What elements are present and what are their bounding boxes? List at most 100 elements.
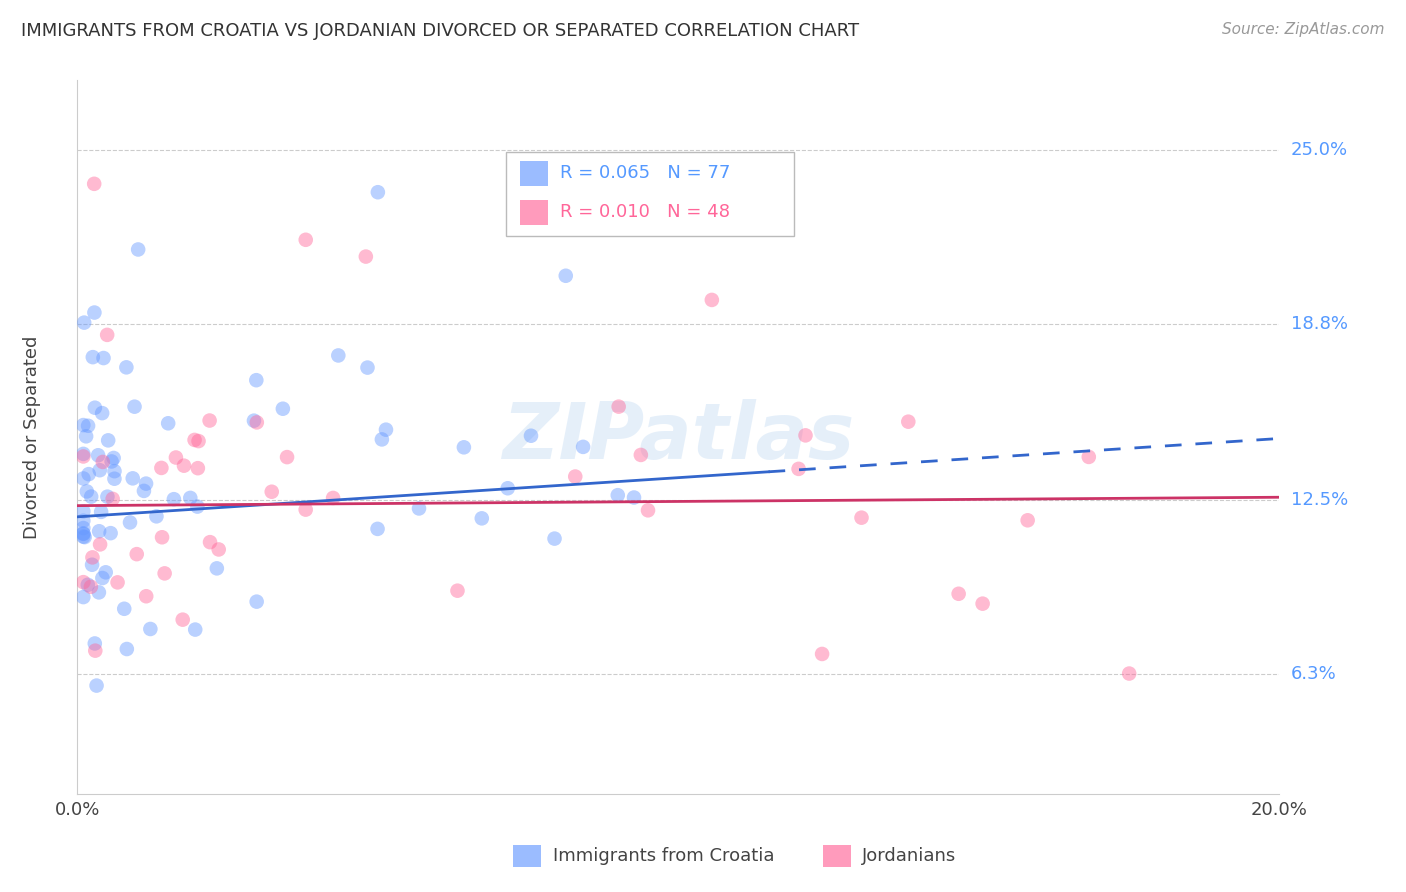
Point — [471, 511, 494, 525]
Point — [100, 454, 122, 468]
Text: 25.0%: 25.0% — [1291, 141, 1348, 160]
Point — [260, 484, 283, 499]
Point — [72, 575, 94, 590]
Point — [96, 327, 118, 342]
Point — [94, 566, 117, 580]
Point — [811, 647, 834, 661]
Text: R = 0.065   N = 77: R = 0.065 N = 77 — [560, 164, 730, 182]
Point — [183, 433, 205, 447]
Point — [87, 524, 110, 539]
Point — [375, 423, 398, 437]
Point — [356, 360, 378, 375]
Point — [564, 469, 586, 483]
Point — [367, 522, 389, 536]
Point — [72, 590, 94, 604]
Point — [630, 448, 652, 462]
Point — [72, 514, 94, 528]
Point — [97, 434, 120, 448]
Text: 6.3%: 6.3% — [1291, 665, 1336, 682]
Point — [83, 177, 105, 191]
Point — [851, 510, 873, 524]
Point — [101, 491, 124, 506]
Point — [124, 400, 146, 414]
Point — [82, 350, 104, 364]
Point — [328, 348, 350, 362]
Point — [163, 492, 186, 507]
Point — [157, 417, 180, 431]
Point — [76, 484, 98, 499]
Point — [520, 428, 543, 442]
Point — [73, 316, 96, 330]
Point — [172, 613, 194, 627]
Point — [132, 483, 155, 498]
Point — [75, 429, 97, 443]
Point — [371, 433, 394, 447]
Point — [572, 440, 595, 454]
Point — [208, 542, 231, 557]
Text: Immigrants from Croatia: Immigrants from Croatia — [553, 847, 775, 865]
Point — [948, 587, 970, 601]
Point — [83, 401, 105, 415]
Point — [607, 400, 630, 414]
Point — [72, 471, 94, 485]
Point — [245, 373, 267, 387]
Point — [73, 530, 96, 544]
Point — [408, 501, 430, 516]
Point — [972, 597, 994, 611]
Point — [198, 413, 221, 427]
Point — [794, 428, 817, 442]
Point — [354, 250, 377, 264]
Point — [80, 558, 103, 572]
Point — [112, 601, 135, 615]
Point — [153, 566, 176, 581]
Point — [198, 535, 221, 549]
Point — [271, 401, 294, 416]
Point — [72, 526, 94, 541]
Point — [91, 406, 114, 420]
Point — [184, 623, 207, 637]
Point — [89, 537, 111, 551]
Point — [606, 488, 628, 502]
Point — [700, 293, 723, 307]
Point — [72, 521, 94, 535]
Point — [93, 351, 115, 365]
Point — [100, 526, 122, 541]
Point — [72, 530, 94, 544]
Point — [80, 580, 103, 594]
Point — [150, 461, 173, 475]
Text: 12.5%: 12.5% — [1291, 491, 1348, 509]
Point — [90, 505, 112, 519]
Point — [1118, 666, 1140, 681]
Point — [72, 526, 94, 541]
Point — [135, 589, 157, 603]
Point — [897, 415, 920, 429]
Text: 18.8%: 18.8% — [1291, 315, 1347, 333]
Point — [187, 461, 209, 475]
Point — [127, 243, 149, 257]
Point — [80, 490, 103, 504]
Point — [89, 463, 111, 477]
Point — [367, 185, 389, 199]
Point — [496, 481, 519, 495]
Point — [103, 450, 125, 465]
Text: R = 0.010   N = 48: R = 0.010 N = 48 — [560, 203, 730, 221]
Text: Jordanians: Jordanians — [862, 847, 956, 865]
Point — [135, 476, 157, 491]
Point — [86, 679, 108, 693]
Point — [82, 550, 104, 565]
Point — [115, 642, 138, 657]
Point — [115, 360, 138, 375]
Point — [84, 643, 107, 657]
Text: ZIPatlas: ZIPatlas — [502, 399, 855, 475]
Text: IMMIGRANTS FROM CROATIA VS JORDANIAN DIVORCED OR SEPARATED CORRELATION CHART: IMMIGRANTS FROM CROATIA VS JORDANIAN DIV… — [21, 22, 859, 40]
Point — [186, 500, 208, 514]
Point — [173, 458, 195, 473]
Point — [96, 490, 118, 504]
Point — [246, 416, 269, 430]
Point — [187, 434, 209, 448]
Point — [145, 509, 167, 524]
Point — [76, 578, 98, 592]
Point — [139, 622, 162, 636]
Point — [1077, 450, 1099, 464]
Point — [72, 418, 94, 433]
